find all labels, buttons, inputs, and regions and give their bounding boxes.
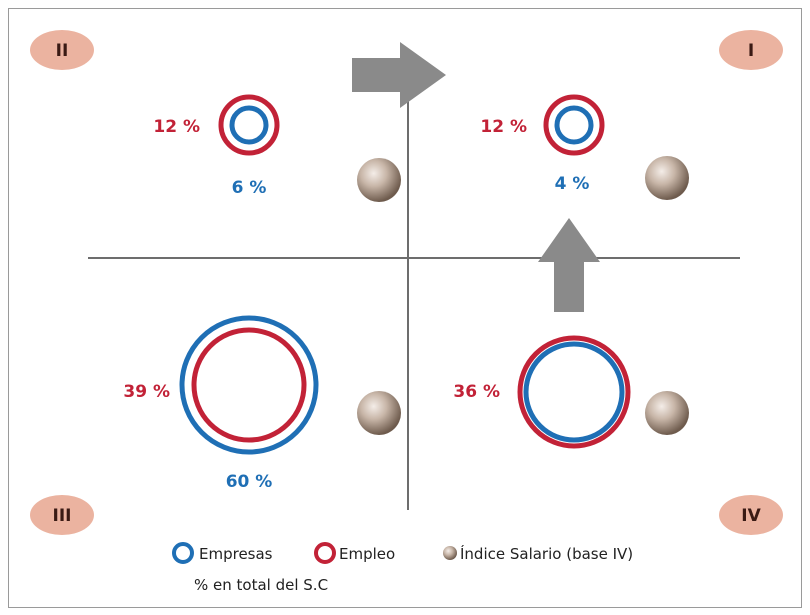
legend-empresas-icon bbox=[172, 542, 194, 564]
empleo-value-ii: 12 % bbox=[153, 117, 200, 137]
svg-text:IV: IV bbox=[741, 506, 761, 526]
empresas-value-ii: 6 % bbox=[232, 178, 267, 198]
quadrant-badge-ii: II bbox=[30, 30, 94, 70]
legend-empresas-label: Empresas bbox=[199, 545, 273, 563]
quadrant-badge-iv: IV bbox=[719, 495, 783, 535]
legend-empleo-label: Empleo bbox=[339, 545, 395, 563]
empleo-value-i: 12 % bbox=[480, 117, 527, 137]
empleo-circle-iii bbox=[191, 327, 307, 443]
up-arrow-icon bbox=[538, 218, 600, 312]
empleo-value-iii: 39 % bbox=[123, 382, 170, 402]
empleo-circle-i bbox=[543, 94, 605, 156]
empresas-circle-ii bbox=[229, 105, 269, 145]
legend-empleo-icon bbox=[314, 542, 336, 564]
empresas-circle-iii bbox=[179, 315, 319, 455]
svg-text:III: III bbox=[53, 506, 72, 526]
empresas-value-i: 4 % bbox=[555, 174, 590, 194]
quadrant-badge-i: I bbox=[719, 30, 783, 70]
empresas-circle-iv bbox=[523, 341, 625, 443]
right-arrow-icon bbox=[352, 42, 446, 108]
indice-sphere-iii bbox=[357, 391, 401, 435]
indice-sphere-ii bbox=[357, 158, 401, 202]
svg-text:I: I bbox=[748, 41, 754, 61]
empleo-circle-ii bbox=[218, 94, 280, 156]
empresas-circle-i bbox=[554, 105, 594, 145]
quadrant-badge-iii: III bbox=[30, 495, 94, 535]
svg-text:II: II bbox=[56, 41, 69, 61]
legend: Empresas Empleo Índice Salario (base IV)… bbox=[172, 542, 633, 594]
legend-note: % en total del S.C bbox=[194, 576, 328, 594]
legend-indice-label: Índice Salario (base IV) bbox=[460, 544, 633, 563]
indice-sphere-i bbox=[645, 156, 689, 200]
indice-sphere-iv bbox=[645, 391, 689, 435]
empleo-circle-iv bbox=[517, 335, 631, 449]
empresas-value-iii: 60 % bbox=[226, 472, 273, 492]
diagram-frame bbox=[8, 8, 802, 608]
legend-indice-icon bbox=[443, 546, 457, 560]
empleo-value-iv: 36 % bbox=[453, 382, 500, 402]
